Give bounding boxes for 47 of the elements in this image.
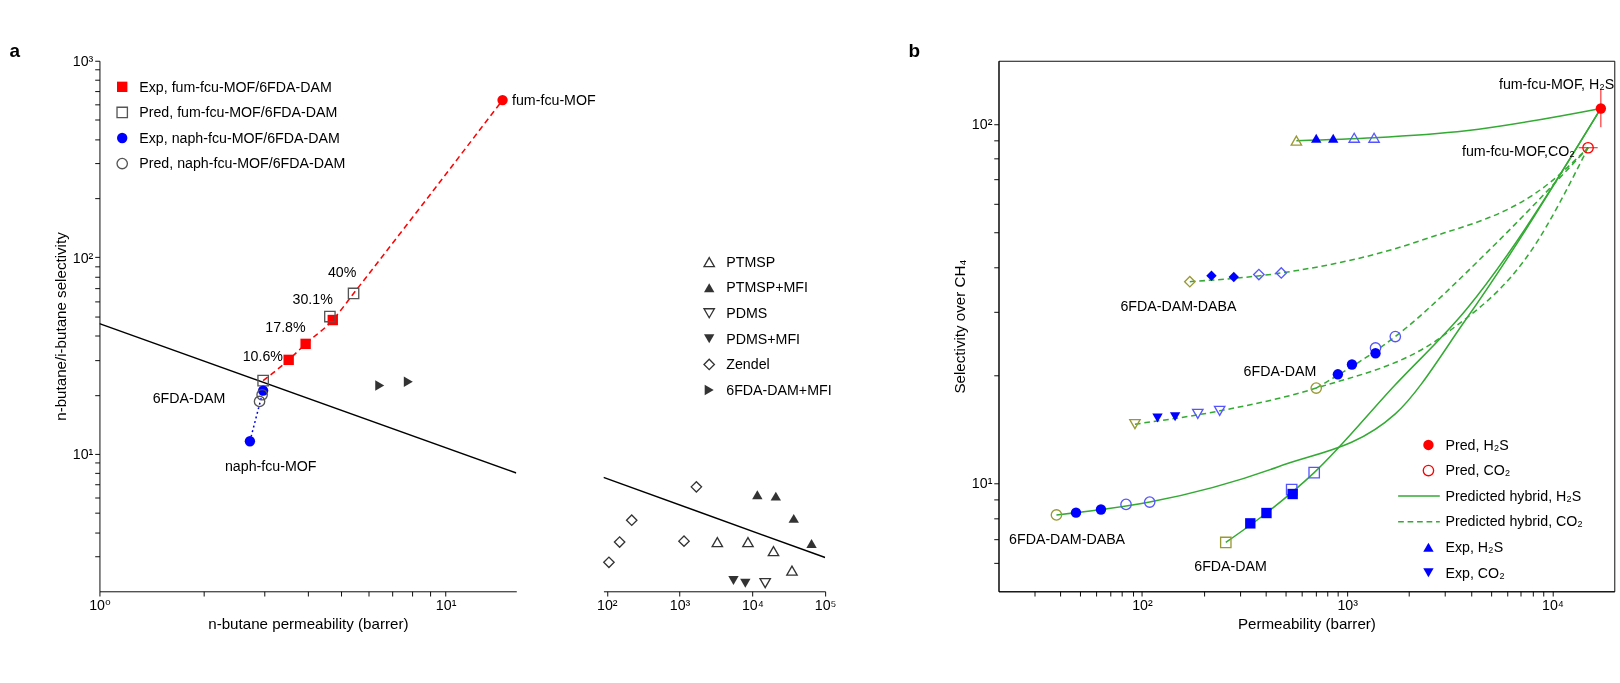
- annotation: 6FDA-DAM-DABA: [1120, 298, 1237, 315]
- annotation: 40%: [327, 264, 357, 281]
- legend-label: Zendel: [726, 356, 770, 373]
- legend-label: Pred, naph-fcu-MOF/6FDA-DAM: [139, 155, 346, 172]
- chart-title: b: [908, 40, 921, 61]
- legend-label: Pred, fum-fcu-MOF/6FDA-DAM: [139, 104, 338, 121]
- legend-label: PDMS+MFI: [726, 330, 801, 347]
- y-tick-label: 10²: [72, 249, 94, 266]
- legend-label: 6FDA-DAM+MFI: [726, 381, 832, 398]
- x-tick-label: 10⁵: [814, 596, 837, 613]
- x-axis-title: n-butane permeability (barrer): [208, 614, 409, 632]
- legend-label: Exp, fum-fcu-MOF/6FDA-DAM: [139, 78, 332, 95]
- annotation: fum-fcu-MOF, H₂S: [1498, 75, 1615, 92]
- x-tick-label: 10²: [597, 596, 618, 613]
- annotation: fum-fcu-MOF,CO₂: [1461, 143, 1575, 160]
- x-tick-label: 10⁰: [89, 596, 111, 613]
- x-tick-label: 10³: [1337, 596, 1359, 613]
- annotation: 10.6%: [242, 347, 284, 364]
- legend-label: Exp, naph-fcu-MOF/6FDA-DAM: [139, 129, 340, 146]
- x-tick-label: 10³: [669, 596, 691, 613]
- x-axis-title: Permeability (barrer): [1237, 614, 1376, 632]
- legend-label: Pred, H₂S: [1445, 436, 1509, 453]
- y-tick-label: 10¹: [72, 446, 94, 463]
- legend-label: Predicted hybrid, H₂S: [1445, 487, 1582, 504]
- legend-label: Exp, CO₂: [1445, 564, 1505, 581]
- annotation: 6FDA-DAM-DABA: [1009, 531, 1126, 548]
- annotation: 6FDA-DAM: [1194, 557, 1267, 574]
- legend-label: Exp, H₂S: [1445, 539, 1504, 555]
- annotation: fum-fcu-MOF: [512, 91, 596, 108]
- annotation: naph-fcu-MOF: [224, 457, 317, 474]
- x-tick-label: 10²: [1132, 596, 1154, 613]
- y-axis-title: n-butane/i-butane selectivity: [52, 231, 70, 421]
- legend-label: PTMSP: [726, 253, 776, 270]
- x-tick-label: 10¹: [435, 596, 457, 613]
- y-tick-label: 10³: [72, 53, 94, 69]
- annotation: 6FDA-DAM: [152, 389, 226, 406]
- x-tick-label: 10⁴: [1542, 596, 1564, 613]
- legend-label: PDMS: [726, 305, 768, 321]
- legend-label: PTMSP+MFI: [726, 279, 808, 296]
- x-tick-label: 10⁴: [741, 596, 764, 613]
- legend-label: Predicted hybrid, CO₂: [1445, 513, 1583, 530]
- annotation: 30.1%: [292, 290, 334, 307]
- annotation: 6FDA-DAM: [1243, 362, 1317, 379]
- y-axis-title: Selectivity over CH₄: [951, 259, 969, 394]
- chart-title: a: [9, 40, 21, 61]
- legend-label: Pred, CO₂: [1445, 462, 1511, 479]
- annotation: 17.8%: [265, 318, 306, 335]
